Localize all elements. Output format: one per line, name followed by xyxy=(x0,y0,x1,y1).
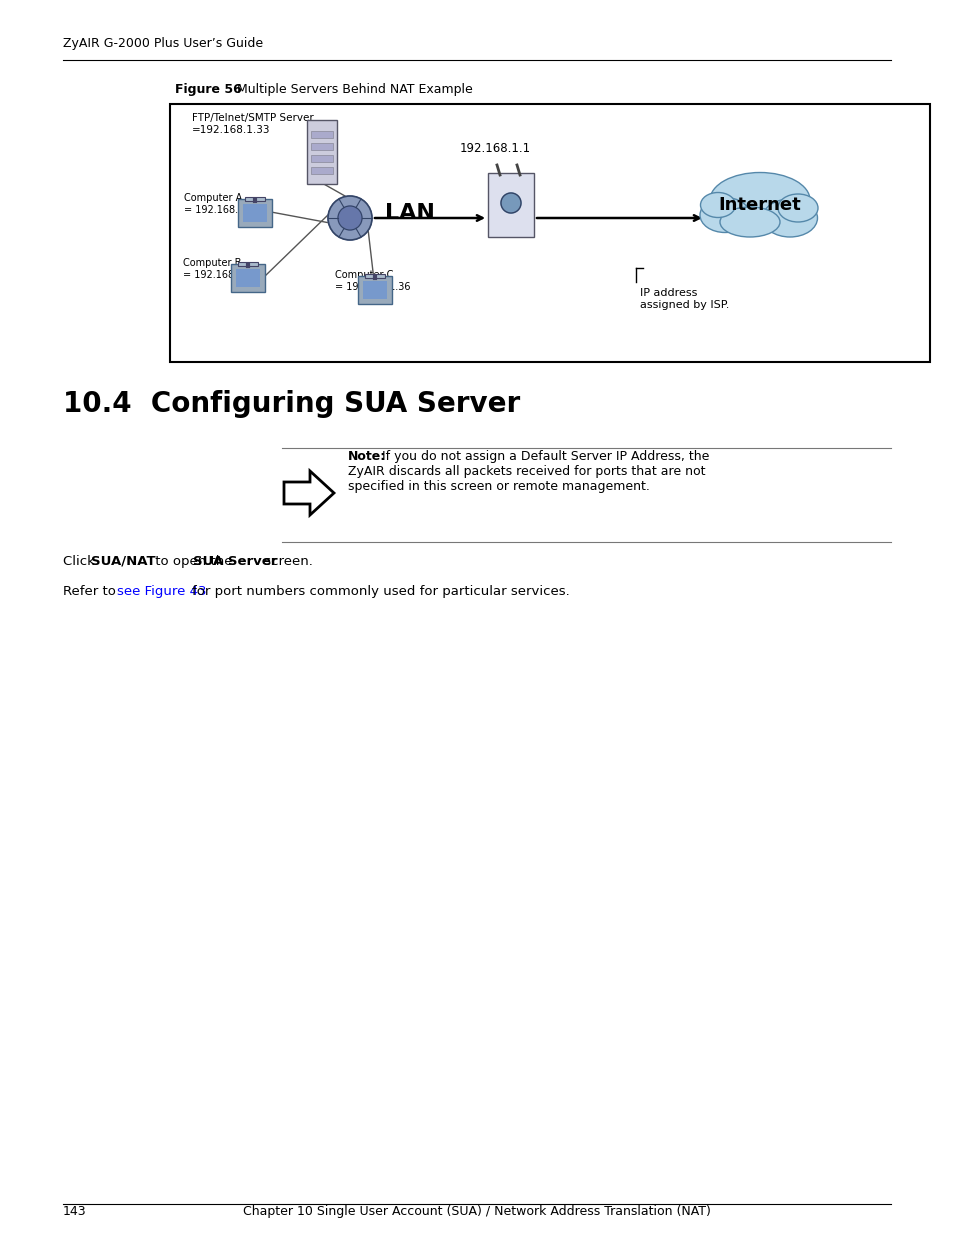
Ellipse shape xyxy=(700,193,735,217)
FancyBboxPatch shape xyxy=(307,120,336,184)
Ellipse shape xyxy=(761,199,817,237)
Circle shape xyxy=(337,206,361,230)
Text: Computer C
= 192.168.1.36: Computer C = 192.168.1.36 xyxy=(335,270,410,291)
Text: 143: 143 xyxy=(63,1205,87,1218)
Text: If you do not assign a Default Server IP Address, the: If you do not assign a Default Server IP… xyxy=(377,450,709,463)
FancyBboxPatch shape xyxy=(243,204,267,222)
Text: Computer B
= 192.168.1.35: Computer B = 192.168.1.35 xyxy=(183,258,258,279)
FancyBboxPatch shape xyxy=(237,262,257,266)
FancyBboxPatch shape xyxy=(235,269,260,287)
FancyBboxPatch shape xyxy=(311,167,333,174)
Circle shape xyxy=(328,196,372,240)
Text: ZyAIR G-2000 Plus User’s Guide: ZyAIR G-2000 Plus User’s Guide xyxy=(63,37,263,49)
Text: to open the: to open the xyxy=(151,555,236,568)
Text: ZyAIR discards all packets received for ports that are not: ZyAIR discards all packets received for … xyxy=(348,466,705,478)
FancyBboxPatch shape xyxy=(245,198,265,201)
Text: Click: Click xyxy=(63,555,99,568)
Text: Multiple Servers Behind NAT Example: Multiple Servers Behind NAT Example xyxy=(225,83,473,96)
Text: Internet: Internet xyxy=(718,196,801,214)
Text: SUA Server: SUA Server xyxy=(193,555,277,568)
FancyBboxPatch shape xyxy=(363,282,387,299)
FancyBboxPatch shape xyxy=(365,274,385,278)
FancyBboxPatch shape xyxy=(311,156,333,162)
Text: 192.168.1.1: 192.168.1.1 xyxy=(459,142,531,156)
Ellipse shape xyxy=(720,207,780,237)
Text: Computer A
= 192.168.1.34: Computer A = 192.168.1.34 xyxy=(184,193,259,215)
FancyBboxPatch shape xyxy=(237,199,272,227)
Ellipse shape xyxy=(709,173,809,227)
Text: LAN: LAN xyxy=(385,203,435,224)
Text: for port numbers commonly used for particular services.: for port numbers commonly used for parti… xyxy=(192,585,569,598)
Ellipse shape xyxy=(778,194,817,222)
FancyBboxPatch shape xyxy=(170,104,929,362)
FancyBboxPatch shape xyxy=(357,275,392,304)
FancyBboxPatch shape xyxy=(311,143,333,149)
Text: FTP/Telnet/SMTP Server
=192.168.1.33: FTP/Telnet/SMTP Server =192.168.1.33 xyxy=(192,112,314,135)
FancyBboxPatch shape xyxy=(231,264,265,291)
Text: specified in this screen or remote management.: specified in this screen or remote manag… xyxy=(348,480,649,493)
Polygon shape xyxy=(284,471,334,515)
FancyBboxPatch shape xyxy=(311,131,333,138)
Text: Chapter 10 Single User Account (SUA) / Network Address Translation (NAT): Chapter 10 Single User Account (SUA) / N… xyxy=(243,1205,710,1218)
Text: Note:: Note: xyxy=(348,450,386,463)
Text: IP address
assigned by ISP.: IP address assigned by ISP. xyxy=(639,288,729,310)
Text: SUA/NAT: SUA/NAT xyxy=(91,555,155,568)
Text: 10.4  Configuring SUA Server: 10.4 Configuring SUA Server xyxy=(63,390,519,417)
Text: Refer to: Refer to xyxy=(63,585,115,598)
FancyBboxPatch shape xyxy=(488,173,534,237)
Circle shape xyxy=(500,193,520,212)
Text: Figure 56: Figure 56 xyxy=(174,83,241,96)
Text: screen.: screen. xyxy=(260,555,313,568)
Ellipse shape xyxy=(700,198,749,232)
Text: see Figure 43: see Figure 43 xyxy=(117,585,206,598)
